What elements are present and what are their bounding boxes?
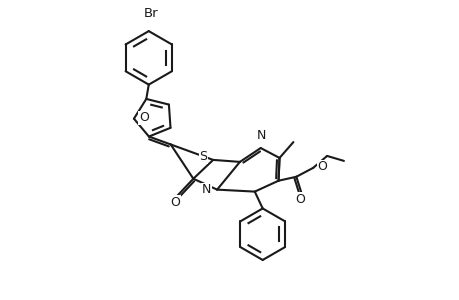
Text: Br: Br xyxy=(143,7,158,20)
Text: O: O xyxy=(170,196,180,209)
Text: S: S xyxy=(199,150,207,164)
Text: O: O xyxy=(139,111,148,124)
Text: N: N xyxy=(257,129,266,142)
Text: O: O xyxy=(317,160,326,173)
Text: O: O xyxy=(295,193,305,206)
Text: N: N xyxy=(202,183,211,196)
